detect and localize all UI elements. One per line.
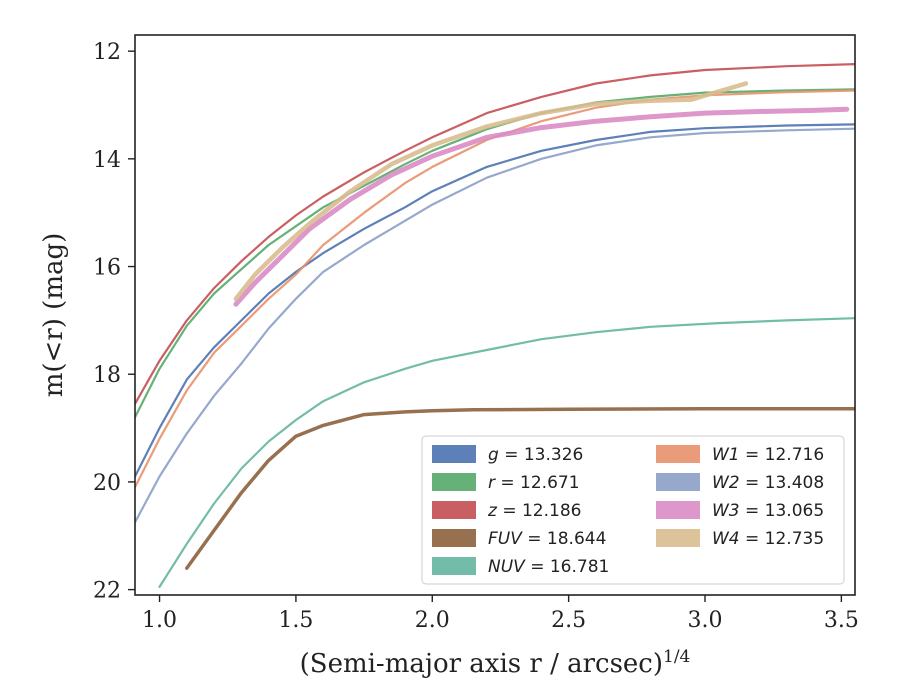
- series-layer: [135, 62, 855, 589]
- legend-entry-z: z = 12.186: [432, 501, 581, 521]
- legend-label: z = 12.186: [487, 501, 581, 521]
- legend-label: NUV = 16.781: [488, 557, 609, 577]
- legend-label: W3 = 13.065: [712, 501, 824, 521]
- x-tick-label: 2.0: [415, 608, 450, 633]
- series-line-r: [135, 88, 855, 419]
- legend-swatch: [656, 473, 700, 491]
- x-tick-label: 2.5: [551, 608, 586, 633]
- ticks-layer: 1.0 1.5 2.0 2.5 3.0 3.5 12 14 16 18 20 22: [93, 40, 859, 633]
- series-line-w2: [135, 127, 855, 524]
- y-tick-label: 22: [93, 579, 121, 604]
- legend-entry-r: r = 12.671: [432, 473, 580, 493]
- series-line-fuv: [185, 406, 855, 570]
- legend-entry-w2: W2 = 13.408: [656, 473, 824, 493]
- legend-entry-nuv: NUV = 16.781: [432, 557, 609, 577]
- legend-label: W1 = 12.716: [712, 445, 824, 465]
- y-tick-label: 16: [93, 256, 121, 281]
- x-tick-label: 1.0: [142, 608, 177, 633]
- x-tick-label: 3.0: [688, 608, 723, 633]
- legend-swatch: [656, 501, 700, 519]
- legend-entry-w4: W4 = 12.735: [656, 529, 824, 549]
- legend-swatch: [656, 529, 700, 547]
- legend-swatch: [432, 557, 476, 575]
- x-tick-label: 3.5: [824, 608, 859, 633]
- legend-swatch: [432, 445, 476, 463]
- series-line-nuv: [158, 317, 855, 589]
- series-line-g: [135, 123, 855, 478]
- series-line-w3: [233, 106, 850, 307]
- y-tick-label: 20: [93, 471, 121, 496]
- series-line-z: [135, 62, 855, 405]
- y-tick-label: 14: [93, 148, 121, 173]
- series-line-w4: [233, 81, 749, 302]
- y-tick-label: 18: [93, 363, 121, 388]
- legend-label: W2 = 13.408: [712, 473, 824, 493]
- legend-entry-g: g = 13.326: [432, 445, 583, 465]
- legend-entry-w3: W3 = 13.065: [656, 501, 824, 521]
- x-tick-label: 1.5: [278, 608, 313, 633]
- y-axis-title: m(<r) (mag): [39, 233, 69, 398]
- legend-swatch: [432, 501, 476, 519]
- legend-swatch: [656, 445, 700, 463]
- legend-label: FUV = 18.644: [488, 529, 606, 549]
- legend-label: r = 12.671: [488, 473, 580, 493]
- legend: g = 13.326 r = 12.671 z = 12.186 FUV = 18.6…: [421, 435, 845, 585]
- legend-swatch: [432, 473, 476, 491]
- y-tick-label: 12: [93, 40, 121, 65]
- legend-label: g = 13.326: [488, 445, 583, 465]
- legend-entry-fuv: FUV = 18.644: [432, 529, 606, 549]
- x-axis-title-exponent: 1/4: [663, 647, 690, 667]
- legend-entry-w1: W1 = 12.716: [656, 445, 824, 465]
- legend-label: W4 = 12.735: [712, 529, 824, 549]
- legend-entries: g = 13.326 r = 12.671 z = 12.186 FUV = 18.6…: [432, 445, 824, 577]
- x-axis-title-main: (Semi-major axis r / arcsec): [300, 649, 663, 679]
- plot-frame: [134, 34, 856, 596]
- legend-box: [421, 435, 845, 585]
- legend-swatch: [432, 529, 476, 547]
- x-axis-title: (Semi-major axis r / arcsec)1/4: [300, 647, 691, 679]
